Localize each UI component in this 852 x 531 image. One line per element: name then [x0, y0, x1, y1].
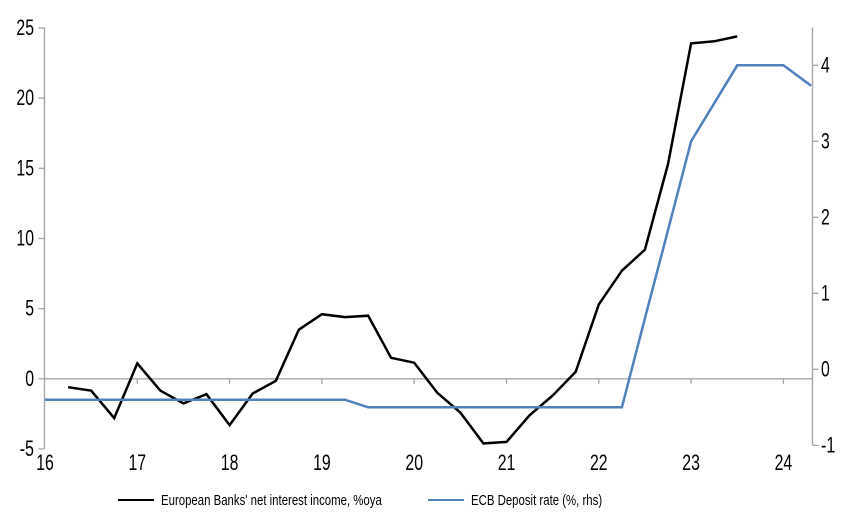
- legend-item-nii: European Banks' net interest income, %oy…: [118, 489, 452, 511]
- right-axis-tick-label: 3: [821, 128, 830, 153]
- ecb-rate-line: [45, 64, 812, 409]
- right-axis-tick-label: 1: [821, 280, 830, 305]
- left-axis-tick-label: 20: [16, 85, 34, 110]
- legend-label-nii: European Banks' net interest income, %oy…: [161, 491, 382, 509]
- legend-label-ecb-rate: ECB Deposit rate (%, rhs): [471, 491, 603, 509]
- x-axis-tick-label: 21: [498, 450, 516, 475]
- left-axis-tick-label: 25: [16, 15, 34, 40]
- nii-line: [67, 35, 738, 445]
- x-axis-tick-label: 18: [221, 450, 239, 475]
- x-axis-tick-label: 22: [590, 450, 608, 475]
- x-axis-tick-label: 24: [775, 450, 793, 475]
- left-axis-tick-label: 10: [16, 225, 34, 250]
- ecb-rate-line-swatch: [428, 498, 464, 502]
- right-axis-tick-label: 2: [821, 204, 830, 229]
- right-axis-tick-label: 4: [821, 52, 830, 77]
- x-axis-tick-label: 16: [36, 450, 54, 475]
- left-axis-tick-label: 5: [25, 296, 34, 321]
- chart-legend: European Banks' net interest income, %oy…: [0, 489, 852, 513]
- x-axis-tick-label: 19: [313, 450, 331, 475]
- right-axis-tick-label: 0: [821, 356, 830, 381]
- left-axis-tick-label: 15: [16, 155, 34, 180]
- left-axis-tick-label: -5: [20, 436, 34, 461]
- x-axis-tick-label: 23: [682, 450, 700, 475]
- right-axis-tick-label: -1: [821, 432, 835, 457]
- left-axis-tick-label: 0: [25, 366, 34, 391]
- x-axis-tick-label: 17: [129, 450, 147, 475]
- nii-line-swatch: [118, 498, 154, 502]
- legend-item-ecb-rate: ECB Deposit rate (%, rhs): [428, 489, 644, 511]
- x-axis-tick-label: 20: [405, 450, 423, 475]
